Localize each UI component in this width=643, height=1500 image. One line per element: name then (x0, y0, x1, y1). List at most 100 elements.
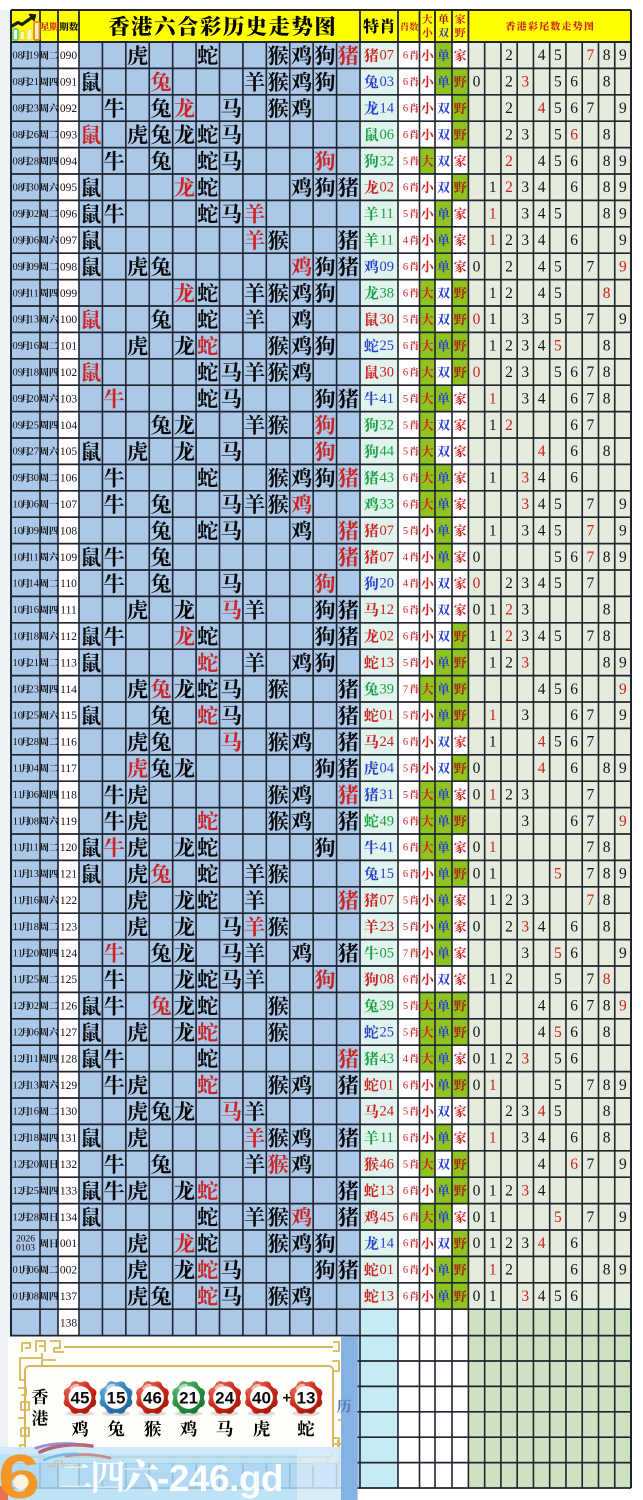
svg-text:4: 4 (403, 579, 409, 590)
svg-text:7: 7 (403, 684, 408, 695)
svg-text:6: 6 (403, 77, 408, 88)
svg-text:25: 25 (380, 338, 395, 354)
svg-text:097: 097 (60, 235, 78, 247)
svg-text:8: 8 (603, 549, 611, 566)
svg-text:5: 5 (554, 1050, 562, 1067)
svg-text:8: 8 (603, 1130, 611, 1147)
svg-text:7: 7 (586, 417, 594, 434)
svg-text:6: 6 (570, 153, 578, 170)
svg-text:8: 8 (603, 179, 611, 196)
svg-text:9: 9 (619, 549, 627, 566)
svg-text:5: 5 (554, 153, 562, 170)
svg-text:3: 3 (521, 390, 529, 407)
svg-text:2: 2 (505, 786, 513, 803)
svg-text:096: 096 (60, 209, 78, 221)
svg-text:5: 5 (403, 156, 408, 167)
svg-text:6: 6 (570, 232, 578, 249)
svg-text:6: 6 (403, 262, 408, 273)
svg-text:0: 0 (473, 918, 481, 935)
svg-text:10: 10 (13, 632, 24, 643)
svg-text:6: 6 (570, 760, 578, 777)
svg-text:3: 3 (521, 311, 529, 328)
svg-text:7: 7 (586, 100, 594, 117)
svg-text:10: 10 (13, 579, 24, 590)
svg-text:12: 12 (13, 1001, 24, 1012)
svg-text:5: 5 (554, 1024, 562, 1041)
svg-text:8: 8 (603, 364, 611, 381)
svg-text:9: 9 (619, 496, 627, 513)
svg-text:07: 07 (380, 48, 395, 64)
svg-text:9: 9 (619, 179, 627, 196)
svg-text:5: 5 (403, 1107, 408, 1118)
svg-text:2: 2 (505, 971, 513, 988)
svg-text:7: 7 (586, 575, 594, 592)
svg-text:6: 6 (570, 1156, 578, 1173)
svg-text:1: 1 (489, 206, 497, 223)
svg-text:2: 2 (505, 1262, 513, 1279)
svg-text:9: 9 (619, 258, 627, 275)
svg-text:6: 6 (570, 1262, 578, 1279)
svg-text:5: 5 (554, 866, 562, 883)
svg-text:0: 0 (473, 786, 481, 803)
svg-text:1: 1 (489, 866, 497, 883)
svg-text:124: 124 (60, 948, 78, 960)
svg-text:18: 18 (28, 368, 39, 379)
svg-text:002: 002 (60, 1265, 78, 1277)
svg-text:117: 117 (60, 763, 77, 775)
svg-text:8: 8 (603, 628, 611, 645)
svg-text:03: 03 (380, 74, 395, 90)
svg-text:3: 3 (521, 892, 529, 909)
svg-text:3: 3 (521, 338, 529, 355)
svg-text:001: 001 (60, 1238, 78, 1250)
svg-text:2: 2 (505, 153, 513, 170)
svg-text:4: 4 (538, 1024, 546, 1041)
svg-text:08: 08 (13, 130, 24, 141)
svg-text:09: 09 (13, 209, 24, 220)
svg-text:3: 3 (521, 232, 529, 249)
svg-text:3: 3 (521, 813, 529, 830)
svg-text:5: 5 (554, 100, 562, 117)
svg-text:1: 1 (489, 232, 497, 249)
svg-text:5: 5 (554, 522, 562, 539)
svg-text:3: 3 (521, 1288, 529, 1305)
svg-text:6: 6 (570, 1288, 578, 1305)
svg-text:1: 1 (489, 1130, 497, 1147)
svg-text:6: 6 (570, 1130, 578, 1147)
svg-text:45: 45 (380, 1209, 395, 1225)
svg-text:1: 1 (489, 602, 497, 619)
svg-text:9: 9 (619, 1156, 627, 1173)
svg-text:6: 6 (570, 1050, 578, 1067)
svg-text:38: 38 (380, 285, 395, 301)
svg-text:6: 6 (570, 417, 578, 434)
svg-text:11: 11 (380, 1130, 394, 1146)
svg-text:08: 08 (380, 972, 395, 988)
svg-text:6: 6 (403, 104, 408, 115)
svg-text:06: 06 (28, 790, 39, 801)
svg-text:1: 1 (489, 628, 497, 645)
svg-text:2: 2 (505, 364, 513, 381)
svg-text:098: 098 (60, 261, 78, 273)
svg-text:11: 11 (380, 206, 394, 222)
svg-text:8: 8 (603, 1077, 611, 1094)
svg-text:4: 4 (538, 285, 546, 302)
svg-text:6: 6 (403, 368, 408, 379)
svg-text:13: 13 (28, 315, 39, 326)
svg-text:4: 4 (538, 760, 546, 777)
svg-text:5: 5 (554, 285, 562, 302)
svg-text:+: + (282, 1390, 291, 1407)
svg-text:16: 16 (28, 341, 39, 352)
svg-text:08: 08 (13, 104, 24, 115)
svg-text:05: 05 (380, 945, 395, 961)
svg-text:21: 21 (28, 658, 39, 669)
svg-text:09: 09 (13, 236, 24, 247)
svg-text:9: 9 (619, 760, 627, 777)
svg-text:0: 0 (473, 602, 481, 619)
svg-text:4: 4 (538, 628, 546, 645)
svg-text:090: 090 (60, 50, 78, 62)
svg-text:3: 3 (521, 522, 529, 539)
svg-text:10: 10 (13, 526, 24, 537)
svg-text:11: 11 (13, 843, 23, 854)
svg-text:21: 21 (179, 1389, 198, 1408)
svg-text:6: 6 (570, 1024, 578, 1041)
svg-text:4: 4 (403, 236, 409, 247)
